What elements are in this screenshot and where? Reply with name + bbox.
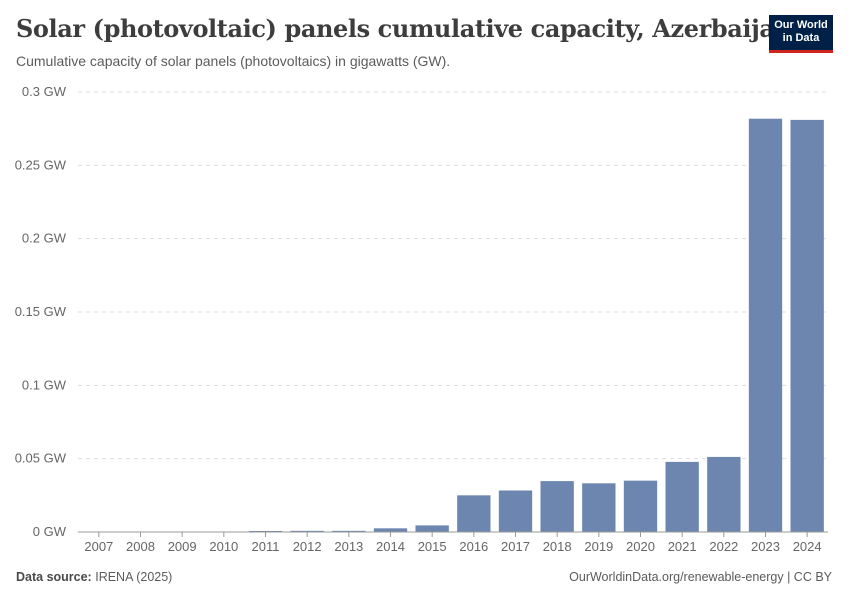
y-tick-label: 0.25 GW <box>15 157 67 172</box>
bar-2012[interactable] <box>290 530 324 532</box>
x-tick-label: 2022 <box>709 539 738 554</box>
x-tick-label: 2007 <box>84 539 113 554</box>
y-tick-label: 0.2 GW <box>22 231 67 246</box>
bar-2024[interactable] <box>790 119 824 532</box>
y-tick-label: 0.3 GW <box>22 84 67 99</box>
bar-2011[interactable] <box>248 530 283 532</box>
chart-title: Solar (photovoltaic) panels cumulative c… <box>16 14 792 43</box>
logo-line-2: in Data <box>782 32 820 44</box>
data-source-label: Data source: <box>16 570 92 584</box>
url-license[interactable]: OurWorldinData.org/renewable-energy | CC… <box>569 570 832 584</box>
bar-2020[interactable] <box>623 480 658 532</box>
bars <box>82 118 824 533</box>
x-tick-label: 2011 <box>252 539 280 554</box>
x-tick-label: 2018 <box>543 539 572 554</box>
x-tick-label: 2021 <box>668 539 697 554</box>
bar-2013[interactable] <box>332 530 366 532</box>
bar-2016[interactable] <box>457 495 491 532</box>
data-source: Data source: IRENA (2025) <box>16 570 172 584</box>
bar-2023[interactable] <box>748 118 783 533</box>
x-tick-label: 2008 <box>126 539 155 554</box>
data-source-value[interactable]: IRENA (2025) <box>95 570 173 584</box>
y-tick-label: 0 GW <box>33 524 67 539</box>
x-axis-ticks: 2007 2008 2009 2010 2011 2012 2013 2014 2015 2016… <box>84 532 822 554</box>
y-axis-ticks: 0 GW 0.05 GW 0.1 GW 0.15 GW 0.2 GW 0.25 GW 0.3… <box>15 84 67 539</box>
bar-2019[interactable] <box>582 483 616 532</box>
x-tick-label: 2016 <box>459 539 488 554</box>
x-tick-label: 2023 <box>751 539 780 554</box>
x-tick-label: 2010 <box>209 539 238 554</box>
x-tick-label: 2020 <box>626 539 655 554</box>
bar-2017[interactable] <box>498 490 533 532</box>
chart-subtitle: Cumulative capacity of solar panels (pho… <box>16 53 451 69</box>
x-tick-label: 2009 <box>168 539 197 554</box>
x-tick-label: 2014 <box>376 539 405 554</box>
bar-2014[interactable] <box>373 528 408 532</box>
y-tick-label: 0.1 GW <box>22 377 67 392</box>
bar-2021[interactable] <box>665 461 699 532</box>
owid-logo[interactable]: Our World in Data <box>769 15 833 53</box>
x-tick-label: 2017 <box>501 539 530 554</box>
x-tick-label: 2019 <box>584 539 613 554</box>
x-tick-label: 2024 <box>793 539 822 554</box>
bar-2018[interactable] <box>540 481 574 532</box>
y-tick-label: 0.05 GW <box>15 451 67 466</box>
x-tick-label: 2015 <box>418 539 447 554</box>
bar-2015[interactable] <box>415 525 449 532</box>
bar-2022[interactable] <box>707 456 741 532</box>
logo-line-1: Our World <box>774 19 828 31</box>
y-tick-label: 0.15 GW <box>15 304 67 319</box>
x-tick-label: 2013 <box>334 539 363 554</box>
gridlines <box>78 91 828 460</box>
x-tick-label: 2012 <box>293 539 322 554</box>
